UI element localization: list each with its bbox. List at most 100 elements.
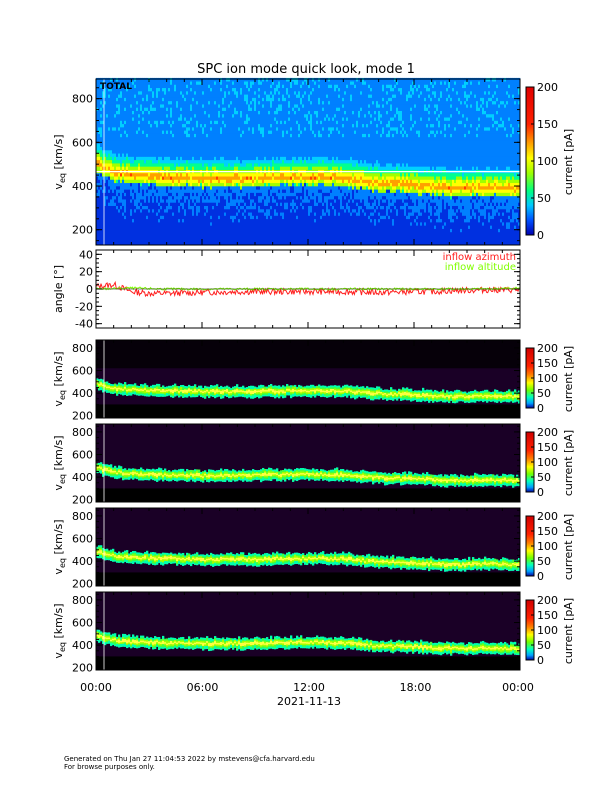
spectrogram-cell (204, 218, 207, 223)
spectrogram-cell (122, 146, 125, 151)
spectrogram-cell (288, 120, 291, 125)
spectrogram-cell (258, 195, 261, 200)
spectrogram-cell (170, 81, 173, 85)
spectrogram-cell (142, 120, 145, 125)
spectrogram-cell (270, 156, 273, 161)
spectrogram-cell (178, 202, 181, 206)
spectrogram-cell (106, 100, 109, 105)
spectrogram-cell (204, 231, 207, 236)
spectrogram-cell (282, 179, 285, 184)
spectrogram-cell (124, 100, 127, 105)
spectrogram-cell (166, 212, 169, 216)
spectrogram-cell (256, 172, 259, 177)
spectrogram-cell (172, 199, 175, 203)
spectrogram-cell (252, 97, 255, 102)
spectrogram-cell (222, 133, 225, 138)
spectrogram-cell (180, 225, 183, 229)
spectrogram-cell (112, 159, 115, 164)
spectrogram-cell (184, 215, 187, 220)
spectrogram-cell (120, 97, 123, 102)
spectrogram-cell (250, 120, 253, 125)
spectrogram-cell (268, 81, 271, 85)
spectrogram-cell (272, 199, 275, 203)
spectrogram-cell (222, 225, 225, 229)
spectrogram-cell (234, 179, 237, 184)
spectrogram-cell (150, 212, 153, 216)
spectrogram-cell (148, 133, 151, 138)
spectrogram-cell (284, 241, 287, 246)
spectrogram-cell (120, 208, 123, 213)
spectrogram-cell (252, 159, 255, 164)
spectrogram-cell (256, 133, 259, 138)
spectrogram-cell (126, 235, 129, 239)
spectrogram-cell (266, 238, 269, 243)
spectrogram-cell (138, 149, 141, 154)
spectrogram-cell (164, 235, 167, 239)
spectrogram-cell (238, 107, 241, 111)
spectrogram-cell (222, 146, 225, 151)
spectrogram-cell (280, 192, 283, 197)
spectrogram-cell (248, 153, 251, 157)
spectrogram-cell (104, 225, 107, 229)
spectrogram-cell (100, 228, 103, 233)
spectrogram-cell (262, 189, 265, 193)
spectrogram-cell (104, 107, 107, 111)
spectrogram-cell (98, 166, 101, 170)
spectrogram-cell (218, 192, 221, 197)
spectrogram-cell (140, 218, 143, 223)
spectrogram-cell (102, 91, 105, 95)
spectrogram-cell (218, 199, 221, 203)
spectrogram-cell (152, 136, 155, 141)
spectrogram-cell (236, 100, 239, 105)
spectrogram-cell (266, 77, 269, 82)
spectrogram-cell (252, 146, 255, 151)
spectrogram-cell (212, 215, 215, 220)
spectrogram-cell (158, 123, 161, 128)
spectrogram-cell (214, 140, 217, 144)
spectrogram-cell (200, 228, 203, 233)
spectrogram-cell (222, 241, 225, 246)
spectrogram-cell (216, 130, 219, 134)
spectrogram-cell (222, 81, 225, 85)
spectrogram-cell (222, 192, 225, 197)
spectrogram-cell (154, 91, 157, 95)
spectrogram-cell (134, 241, 137, 246)
spectrogram-cell (202, 81, 205, 85)
spectrogram-cell (234, 97, 237, 102)
spectrogram-cell (220, 189, 223, 193)
spectrogram-cell (132, 189, 135, 193)
spectrogram-cell (182, 225, 185, 229)
spectrogram-cell (108, 100, 111, 105)
spectrogram-cell (194, 84, 197, 89)
spectrogram-cell (136, 189, 139, 193)
spectrogram-cell (176, 140, 179, 144)
spectrogram-cell (130, 143, 133, 148)
spectrogram-cell (264, 127, 267, 131)
spectrogram-cell (108, 84, 111, 89)
spectrogram-cell (204, 153, 207, 157)
spectrogram-cell (216, 231, 219, 236)
spectrogram-cell (162, 81, 165, 85)
spectrogram-cell (118, 110, 121, 115)
spectrogram-cell (260, 94, 263, 98)
spectrogram-cell (268, 120, 271, 125)
spectrogram-cell (186, 94, 189, 98)
spectrogram-cell (142, 228, 145, 233)
spectrogram-cell (264, 212, 267, 216)
spectrogram-cell (236, 87, 239, 92)
spectrogram-cell (204, 113, 207, 118)
spectrogram-cell (182, 159, 185, 164)
spectrogram-cell (212, 87, 215, 92)
spectrogram-cell (190, 222, 193, 226)
spectrogram-cell (242, 133, 245, 138)
spectrogram-cell (214, 91, 217, 95)
spectrogram-cell (154, 215, 157, 220)
spectrogram-cell (164, 133, 167, 138)
spectrogram-cell (152, 146, 155, 151)
spectrogram-cell (212, 218, 215, 223)
spectrogram-cell (192, 77, 195, 82)
spectrogram-cell (248, 140, 251, 144)
spectrogram-cell (112, 110, 115, 115)
spectrogram-cell (288, 215, 291, 220)
spectrogram-cell (234, 100, 237, 105)
